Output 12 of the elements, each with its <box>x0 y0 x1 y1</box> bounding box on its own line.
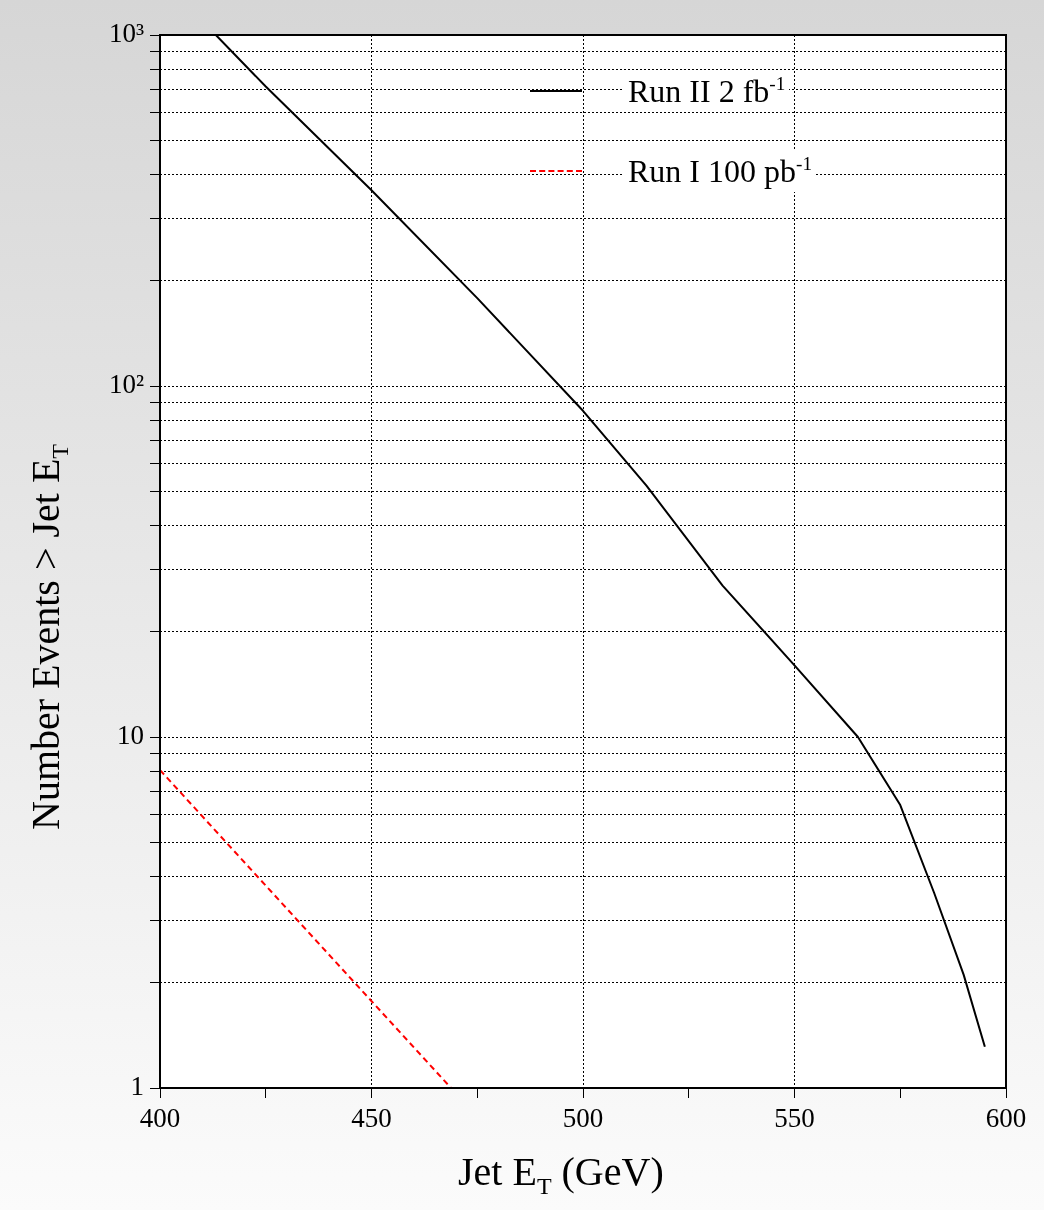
x-tick-label: 600 <box>985 1103 1027 1134</box>
x-tick-label: 450 <box>351 1103 392 1134</box>
y-tick-label: 10 <box>117 720 144 751</box>
x-tick-label: 500 <box>562 1103 604 1134</box>
y-tick-label: 1 <box>130 1071 144 1102</box>
x-axis-title: Jet E$_{T}$ (GeV) <box>458 1148 664 1200</box>
x-tick-label: 550 <box>774 1103 815 1134</box>
x-tick-label: 400 <box>139 1103 181 1134</box>
y-tick-label: 10³ <box>108 18 144 49</box>
legend-label: Run II 2 fb$^{-1}$ <box>624 70 790 112</box>
legend-label: Run I 100 pb$^{-1}$ <box>624 150 816 192</box>
y-tick-label: 10² <box>108 369 144 400</box>
